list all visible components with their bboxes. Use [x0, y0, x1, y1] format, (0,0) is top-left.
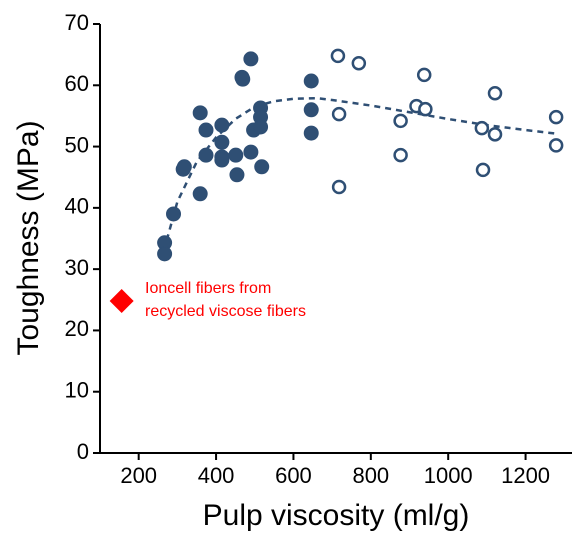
point	[198, 122, 214, 138]
point	[393, 147, 408, 163]
point	[166, 206, 182, 222]
point	[243, 144, 259, 160]
point	[192, 186, 208, 202]
annotation-marker	[109, 289, 134, 314]
x-tick-label: 600	[275, 463, 312, 488]
y-tick-label: 60	[65, 71, 89, 96]
point	[253, 119, 269, 135]
point	[192, 105, 208, 121]
x-tick-label: 400	[198, 463, 235, 488]
point	[548, 109, 564, 125]
y-tick-label: 50	[65, 132, 89, 157]
annotation-text: recycled viscose fibers	[145, 303, 306, 320]
y-axis-title: Toughness (MPa)	[12, 120, 45, 355]
point	[487, 127, 503, 142]
point	[303, 125, 319, 141]
y-tick-label: 20	[65, 316, 89, 341]
x-axis-title: Pulp viscosity (ml/g)	[203, 499, 470, 532]
point	[198, 147, 214, 163]
point	[487, 86, 503, 101]
point	[548, 138, 564, 153]
point	[331, 179, 347, 195]
annotation-text: Ioncell fibers from	[145, 280, 271, 297]
y-tick-label: 0	[77, 439, 89, 464]
point	[416, 67, 432, 83]
y-tick-label: 10	[65, 378, 89, 403]
point	[214, 134, 230, 150]
y-tick-label: 30	[65, 255, 89, 280]
y-tick-label: 70	[65, 10, 89, 35]
point	[330, 48, 346, 64]
point	[475, 162, 491, 178]
y-tick-label: 40	[65, 194, 89, 219]
point	[214, 152, 230, 168]
point	[254, 159, 270, 175]
point	[351, 55, 367, 71]
x-tick-label: 800	[352, 463, 389, 488]
point	[214, 117, 230, 133]
point	[331, 106, 347, 122]
x-tick-label: 1200	[501, 463, 550, 488]
point	[243, 51, 259, 67]
x-tick-label: 200	[120, 463, 157, 488]
point	[176, 159, 192, 175]
point	[474, 120, 490, 136]
point	[228, 147, 244, 163]
point	[229, 167, 245, 183]
point	[235, 71, 251, 87]
point	[157, 246, 173, 262]
point	[303, 102, 319, 118]
point	[418, 101, 433, 117]
point	[303, 73, 319, 89]
point	[393, 113, 408, 129]
x-tick-label: 1000	[424, 463, 473, 488]
